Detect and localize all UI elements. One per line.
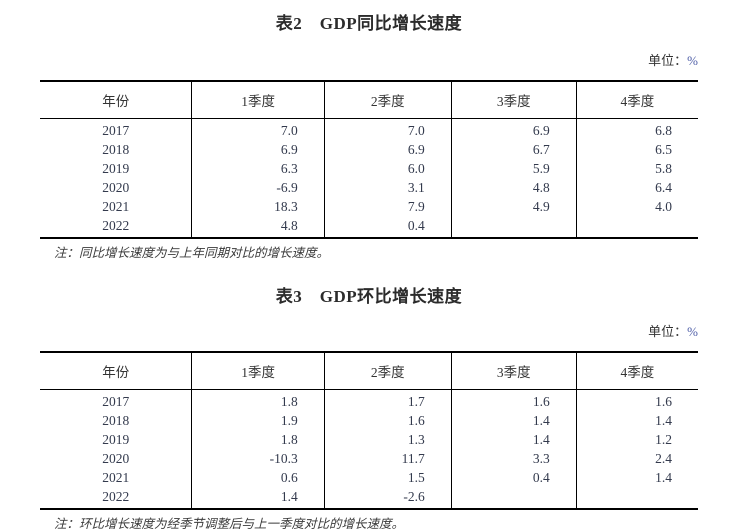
column-header-year: 年份 bbox=[40, 352, 192, 390]
value-cell: 0.4 bbox=[323, 216, 452, 238]
value-cell bbox=[450, 487, 577, 509]
value-cell: 4.8 bbox=[450, 178, 577, 197]
year-cell: 2019 bbox=[102, 432, 130, 447]
value-cell: 1.8 bbox=[191, 430, 325, 449]
value-cell: 3.3 bbox=[450, 449, 577, 468]
gdp-qoq-table: 年份 1季度 2季度 3季度 4季度 2017 1.8 1.7 1.6 1.6 2018 1… bbox=[40, 351, 698, 510]
table-header-row: 年份 1季度 2季度 3季度 4季度 bbox=[40, 81, 698, 119]
value-cell: 1.7 bbox=[323, 389, 452, 411]
value-cell: -10.3 bbox=[191, 449, 325, 468]
table-row: 2019 6.3 6.0 5.9 5.8 bbox=[40, 159, 698, 178]
table3-footnote: 注：环比增长速度为经季节调整后与上一季度对比的增长速度。 bbox=[54, 517, 405, 531]
unit-label: 单位： bbox=[648, 324, 688, 339]
table-row: 2019 1.8 1.3 1.4 1.2 bbox=[40, 430, 698, 449]
value-cell: 0.4 bbox=[450, 468, 577, 487]
value-cell: 7.9 bbox=[323, 197, 452, 216]
unit-label: 单位： bbox=[648, 53, 688, 68]
table3-title: 表3 GDP环比增长速度 bbox=[275, 287, 463, 306]
value-cell: 6.3 bbox=[191, 159, 325, 178]
value-cell: -2.6 bbox=[323, 487, 452, 509]
column-header-q3: 3季度 bbox=[450, 81, 577, 119]
value-cell: 1.9 bbox=[191, 411, 325, 430]
table-row: 2020 -6.9 3.1 4.8 6.4 bbox=[40, 178, 698, 197]
value-cell: 2.4 bbox=[575, 449, 698, 468]
year-cell: 2020 bbox=[102, 180, 130, 195]
value-cell: 6.0 bbox=[323, 159, 452, 178]
table-header-row: 年份 1季度 2季度 3季度 4季度 bbox=[40, 352, 698, 390]
gdp-yoy-table-body: 2017 7.0 7.0 6.9 6.8 2018 6.9 6.9 6.7 6.5 2019 6.3 6… bbox=[40, 118, 698, 238]
value-cell: 1.6 bbox=[575, 389, 698, 411]
value-cell: 5.8 bbox=[575, 159, 698, 178]
year-cell: 2019 bbox=[102, 161, 130, 176]
column-header-q3: 3季度 bbox=[450, 352, 577, 390]
year-cell: 2017 bbox=[102, 394, 130, 409]
table-row: 2021 0.6 1.5 0.4 1.4 bbox=[40, 468, 698, 487]
value-cell: 1.4 bbox=[575, 468, 698, 487]
value-cell: 6.8 bbox=[575, 118, 698, 140]
value-cell: 6.7 bbox=[450, 140, 577, 159]
table-row: 2018 6.9 6.9 6.7 6.5 bbox=[40, 140, 698, 159]
value-cell: 1.4 bbox=[191, 487, 325, 509]
value-cell: 1.6 bbox=[450, 389, 577, 411]
table2-footnote: 注：同比增长速度为与上年同期对比的增长速度。 bbox=[54, 246, 330, 260]
value-cell: 7.0 bbox=[191, 118, 325, 140]
value-cell bbox=[575, 487, 698, 509]
column-header-year: 年份 bbox=[40, 81, 192, 119]
table-row: 2022 4.8 0.4 bbox=[40, 216, 698, 238]
value-cell: 1.5 bbox=[323, 468, 452, 487]
table-row: 2018 1.9 1.6 1.4 1.4 bbox=[40, 411, 698, 430]
value-cell: 1.4 bbox=[450, 411, 577, 430]
value-cell: 1.8 bbox=[191, 389, 325, 411]
value-cell: 1.4 bbox=[575, 411, 698, 430]
year-cell: 2017 bbox=[102, 123, 130, 138]
value-cell: 1.3 bbox=[323, 430, 452, 449]
year-cell: 2022 bbox=[102, 218, 130, 233]
value-cell: 4.9 bbox=[450, 197, 577, 216]
column-header-q4: 4季度 bbox=[575, 81, 698, 119]
year-cell: 2021 bbox=[102, 470, 130, 485]
table-row: 2020 -10.3 11.7 3.3 2.4 bbox=[40, 449, 698, 468]
value-cell: 3.1 bbox=[323, 178, 452, 197]
table2-title: 表2 GDP同比增长速度 bbox=[275, 14, 463, 33]
value-cell: 4.0 bbox=[575, 197, 698, 216]
gdp-qoq-table-body: 2017 1.8 1.7 1.6 1.6 2018 1.9 1.6 1.4 1.4 2019 1.8 1… bbox=[40, 389, 698, 509]
gdp-yoy-table: 年份 1季度 2季度 3季度 4季度 2017 7.0 7.0 6.9 6.8 2018 6… bbox=[40, 80, 698, 239]
value-cell: 1.4 bbox=[450, 430, 577, 449]
table-row: 2017 7.0 7.0 6.9 6.8 bbox=[40, 118, 698, 140]
value-cell: 0.6 bbox=[191, 468, 325, 487]
value-cell: 1.6 bbox=[323, 411, 452, 430]
table-row: 2021 18.3 7.9 4.9 4.0 bbox=[40, 197, 698, 216]
unit-percent-value: % bbox=[687, 53, 698, 68]
table3-unit-line: 单位：% bbox=[40, 323, 698, 341]
year-cell: 2022 bbox=[102, 489, 130, 504]
value-cell: 6.9 bbox=[450, 118, 577, 140]
value-cell: 11.7 bbox=[323, 449, 452, 468]
value-cell: 6.9 bbox=[323, 140, 452, 159]
value-cell bbox=[575, 216, 698, 238]
value-cell: 7.0 bbox=[323, 118, 452, 140]
value-cell: 6.9 bbox=[191, 140, 325, 159]
value-cell bbox=[450, 216, 577, 238]
value-cell: 1.2 bbox=[575, 430, 698, 449]
value-cell: -6.9 bbox=[191, 178, 325, 197]
value-cell: 18.3 bbox=[191, 197, 325, 216]
column-header-q4: 4季度 bbox=[575, 352, 698, 390]
value-cell: 6.4 bbox=[575, 178, 698, 197]
unit-percent-value: % bbox=[687, 324, 698, 339]
year-cell: 2018 bbox=[102, 142, 130, 157]
column-header-q2: 2季度 bbox=[323, 81, 452, 119]
column-header-q1: 1季度 bbox=[191, 352, 325, 390]
year-cell: 2021 bbox=[102, 199, 130, 214]
table2-unit-line: 单位：% bbox=[40, 52, 698, 70]
value-cell: 5.9 bbox=[450, 159, 577, 178]
table-row: 2022 1.4 -2.6 bbox=[40, 487, 698, 509]
column-header-q2: 2季度 bbox=[323, 352, 452, 390]
value-cell: 6.5 bbox=[575, 140, 698, 159]
year-cell: 2020 bbox=[102, 451, 130, 466]
column-header-q1: 1季度 bbox=[191, 81, 325, 119]
table-row: 2017 1.8 1.7 1.6 1.6 bbox=[40, 389, 698, 411]
year-cell: 2018 bbox=[102, 413, 130, 428]
value-cell: 4.8 bbox=[191, 216, 325, 238]
